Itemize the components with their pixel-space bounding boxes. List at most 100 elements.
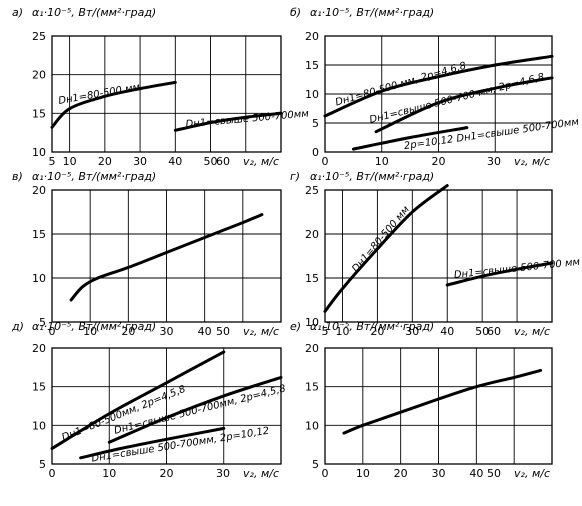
y-tick-label: 0	[312, 146, 319, 159]
series-label: Dн1=80-500 мм	[350, 204, 412, 275]
y-tick-label: 10	[305, 316, 319, 329]
x-tick-label: 30	[405, 325, 419, 338]
y-tick-label: 15	[32, 228, 46, 241]
series-line-2p-10-12-dн1-свыше-500-700мм	[351, 126, 469, 151]
series-line-panel-6	[342, 368, 543, 435]
panel-label: д)	[11, 320, 24, 333]
x-tick-label: 10	[335, 325, 349, 338]
plot-frame	[51, 189, 282, 323]
y-tick-label: 10	[305, 419, 319, 432]
x-tick-label: 20	[394, 467, 408, 480]
y-tick-label: 15	[305, 381, 319, 394]
x-tick-label: 20	[160, 467, 174, 480]
x-tick-label: 50	[216, 325, 230, 338]
x-tick-label: 60	[487, 325, 501, 338]
x-tick-label: 10	[356, 467, 370, 480]
x-tick-label: 10	[375, 155, 389, 168]
x-tick-label: 10	[63, 155, 77, 168]
x-tick-label: 40	[469, 467, 483, 480]
y-tick-label: 15	[32, 381, 46, 394]
x-tick-label: 60	[216, 155, 230, 168]
x-tick-label: 0	[322, 155, 329, 168]
panel-label: б)	[290, 6, 301, 19]
series-label: Dн1=свыше 500-700мм	[185, 108, 310, 130]
x-axis-label: v₂, м/с	[243, 467, 279, 480]
y-tick-label: 5	[39, 316, 46, 329]
x-tick-label: 10	[102, 467, 116, 480]
y-tick-label: 25	[32, 30, 46, 43]
chart-panel-3: 0 10 20 30 40 50 5 10 15 20 в) α₁·10⁻⁵, Вт/(мм²·гра…	[12, 170, 282, 338]
y-tick-label: 20	[305, 342, 319, 355]
y-tick-label: 15	[305, 59, 319, 72]
series-line-dн1-80-500-мм	[50, 80, 177, 129]
series-line-dн1-80-500мм-2p-4-5-8	[50, 350, 226, 450]
plot-frame	[324, 35, 553, 153]
x-axis-label: v₂, м/с	[514, 155, 550, 168]
y-axis-label: α₁·10⁻⁵, Вт/(мм²·град)	[32, 320, 156, 333]
y-tick-label: 10	[32, 272, 46, 285]
x-axis-label: v₂, м/с	[514, 467, 550, 480]
x-tick-label: 5	[322, 325, 329, 338]
x-tick-label: 0	[49, 325, 56, 338]
x-tick-label: 40	[440, 325, 454, 338]
y-tick-label: 5	[312, 117, 319, 130]
chart-panel-5: 0 10 20 30 5 10 15 20 д) α₁·10⁻⁵, Вт/(мм²·град) v₂…	[11, 320, 287, 480]
x-tick-label: 50	[487, 467, 501, 480]
x-tick-label: 30	[432, 467, 446, 480]
x-tick-label: 40	[168, 155, 182, 168]
x-tick-label: 0	[322, 467, 329, 480]
y-axis-label: α₁·10⁻⁵, Вт/(мм²·град)	[310, 170, 434, 183]
panel-label: е)	[290, 320, 301, 333]
panel-label: в)	[12, 170, 23, 183]
x-tick-label: 30	[160, 325, 174, 338]
y-axis-label: α₁·10⁻⁵, Вт/(мм²·град)	[32, 6, 156, 19]
plot-frame	[51, 35, 282, 153]
y-axis-label: α₁·10⁻⁵, Вт/(мм²·град)	[310, 320, 434, 333]
x-axis-label: v₂, м/с	[243, 155, 279, 168]
series-label: Dн1=80-500 мм	[58, 82, 142, 107]
x-tick-label: 40	[198, 325, 212, 338]
series-line-dн1-свыше-500-700-мм-2p-4-6-8	[374, 76, 554, 134]
y-tick-label: 5	[39, 458, 46, 471]
y-tick-label: 20	[32, 184, 46, 197]
y-tick-label: 10	[32, 146, 46, 159]
x-tick-label: 20	[370, 325, 384, 338]
y-axis-label: α₁·10⁻⁵, Вт/(мм²·град)	[310, 6, 434, 19]
x-tick-label: 30	[133, 155, 147, 168]
panel-label: г)	[290, 170, 300, 183]
x-tick-label: 30	[216, 467, 230, 480]
y-tick-label: 20	[305, 228, 319, 241]
y-tick-label: 20	[305, 30, 319, 43]
y-tick-label: 15	[32, 107, 46, 120]
plot-frame	[51, 347, 282, 465]
y-tick-label: 10	[305, 88, 319, 101]
x-tick-label: 20	[98, 155, 112, 168]
x-tick-label: 50	[204, 155, 218, 168]
x-tick-label: 20	[121, 325, 135, 338]
y-axis-label: α₁·10⁻⁵, Вт/(мм²·град)	[32, 170, 156, 183]
series-line-dн1-свыше-500-700мм-2p-4-5-8	[107, 375, 283, 444]
series-line-dн1-свыше-500-700-мм	[445, 261, 554, 287]
x-tick-label: 0	[49, 467, 56, 480]
series-line-dн1-свыше-500-700мм	[173, 111, 283, 132]
x-axis-label: v₂, м/с	[243, 325, 279, 338]
plot-frame	[324, 347, 553, 465]
y-tick-label: 10	[32, 419, 46, 432]
series-line-dн1-свыше-500-700мм-2p-10-12	[79, 426, 226, 460]
x-tick-label: 5	[49, 155, 56, 168]
y-tick-label: 5	[312, 458, 319, 471]
panel-label: а)	[12, 6, 23, 19]
x-tick-label: 20	[432, 155, 446, 168]
x-tick-label: 10	[83, 325, 97, 338]
series-line-dн1-80-500-мм	[323, 184, 449, 313]
series-line-panel-3	[69, 213, 264, 302]
x-axis-label: v₂, м/с	[514, 325, 550, 338]
y-tick-label: 25	[305, 184, 319, 197]
series-line-dн1-80-500-мм-2p-4-6-8	[323, 54, 554, 118]
y-tick-label: 20	[32, 69, 46, 82]
chart-panel-6: 0 10 20 30 40 50 5 10 15 20 е) α₁·10⁻⁵, Вт/(мм²·гра…	[290, 320, 553, 480]
y-tick-label: 15	[305, 272, 319, 285]
